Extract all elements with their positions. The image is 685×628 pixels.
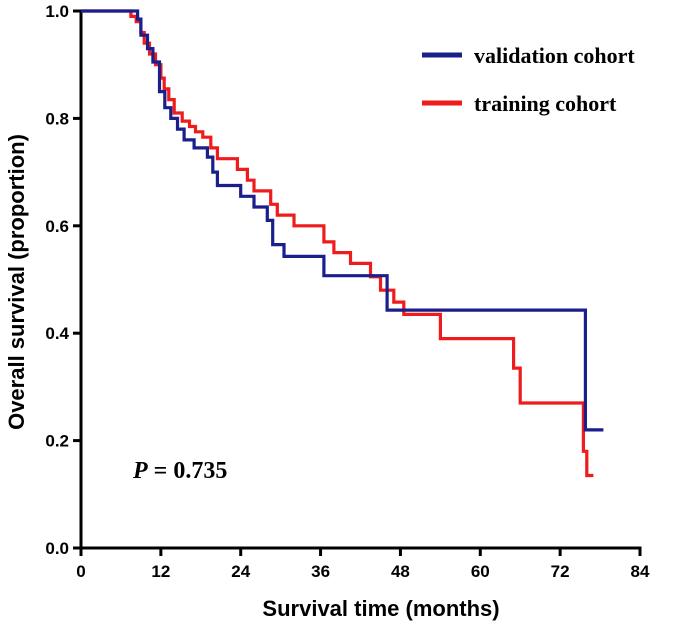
series-layer (81, 9, 604, 478)
x-tick-label: 48 (391, 562, 410, 581)
x-axis-title: Survival time (months) (262, 596, 499, 621)
y-tick-label: 0.2 (45, 432, 69, 451)
x-tick-label: 24 (231, 562, 250, 581)
validation-cohort-line (81, 9, 604, 432)
x-tick-label: 84 (631, 562, 650, 581)
axes (79, 11, 642, 550)
legend: validation cohort training cohort (422, 43, 635, 116)
x-tick-label: 36 (311, 562, 330, 581)
p-value-text: = 0.735 (148, 458, 228, 484)
p-value-annotation: P = 0.735 (132, 458, 227, 484)
x-tick-label: 60 (471, 562, 490, 581)
x-tick-label: 0 (76, 562, 85, 581)
legend-label: training cohort (474, 91, 617, 116)
x-tick-label: 12 (151, 562, 170, 581)
p-value-symbol: P (132, 458, 148, 484)
y-tick-label: 1.0 (45, 2, 69, 21)
y-ticks: 0.0 0.2 0.4 0.6 0.8 1.0 (45, 2, 81, 558)
training-cohort-line (81, 9, 594, 478)
legend-label: validation cohort (474, 43, 635, 68)
x-ticks: 0 12 24 36 48 60 72 84 (76, 548, 650, 581)
y-axis-title: Overall survival (proportion) (4, 134, 29, 430)
y-tick-label: 0.4 (45, 324, 69, 343)
y-tick-label: 0.8 (45, 109, 69, 128)
x-tick-label: 72 (551, 562, 570, 581)
y-tick-label: 0.6 (45, 217, 69, 236)
y-tick-label: 0.0 (45, 539, 69, 558)
